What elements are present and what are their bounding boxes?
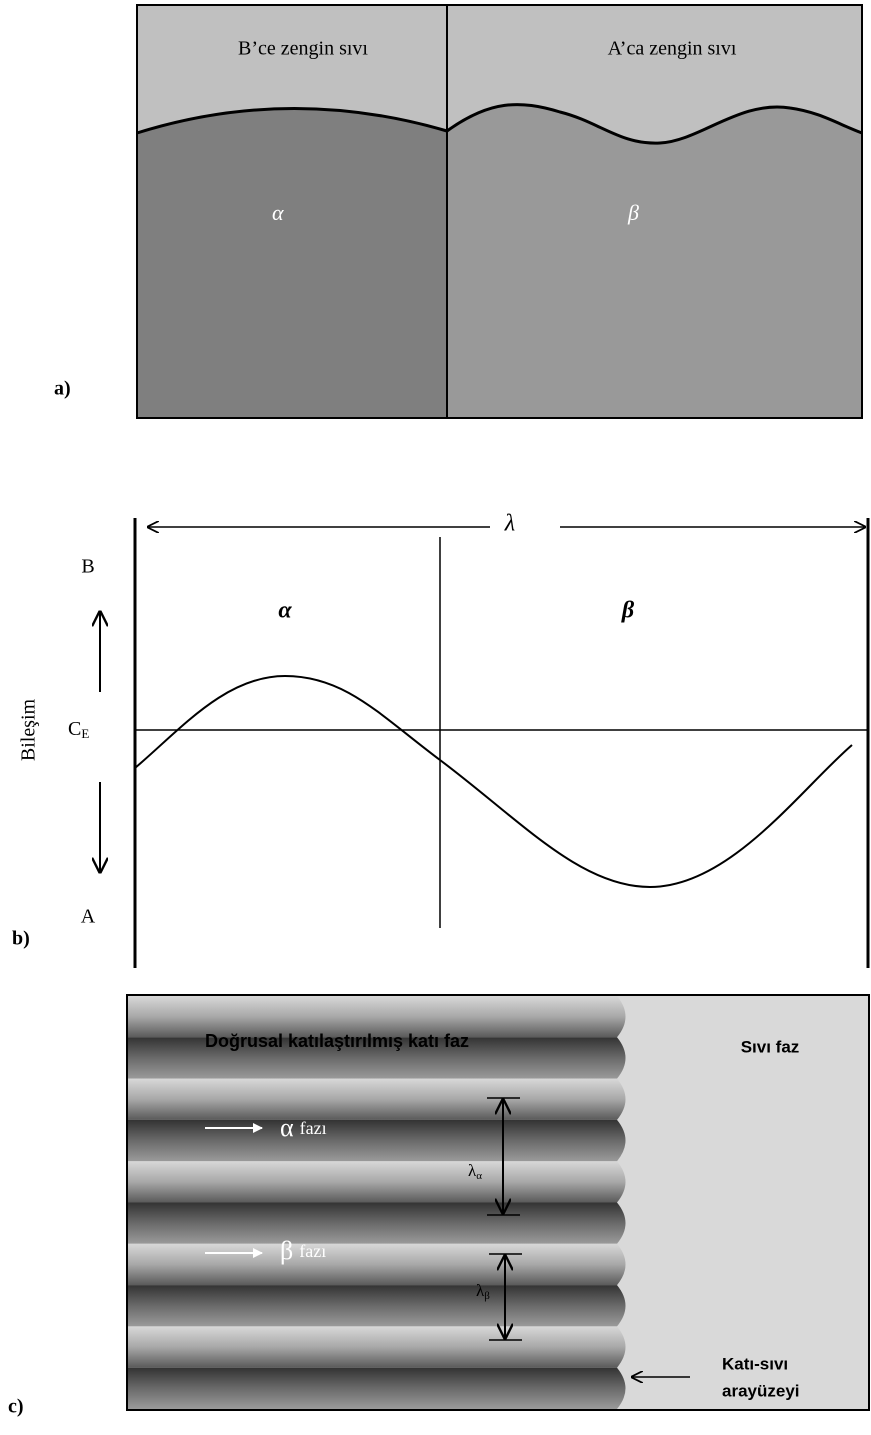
eutectic-sub: E (81, 726, 89, 741)
panel-b: λ α β B A CE Bileşim b) (12, 511, 868, 969)
spacing-sub: β (484, 1290, 490, 1302)
phase-word: fazı (299, 1241, 326, 1261)
panel-c: Doğrusal katılaştırılmış katı faz Sıvı f… (8, 995, 869, 1418)
alpha-solid (137, 108, 447, 418)
axis-end-label: A (81, 906, 96, 928)
beta-solid (447, 105, 862, 418)
spacing-sub: α (476, 1170, 482, 1182)
phase-label: α (272, 200, 284, 225)
phase-label: β (621, 598, 635, 624)
phase-label: α (278, 598, 292, 624)
panel-label: b) (12, 928, 30, 950)
liquid-label: A’ca zengin sıvı (608, 38, 737, 60)
lamella (127, 1244, 626, 1285)
liquid-label: Sıvı faz (741, 1037, 800, 1056)
phase-symbol: β (280, 1236, 293, 1265)
lamella (127, 1368, 626, 1409)
interface-label: arayüzeyi (722, 1381, 800, 1400)
eutectic-main: C (68, 718, 81, 740)
liquid-label: B’ce zengin sıvı (238, 38, 368, 60)
lamella (127, 1161, 626, 1202)
lamellae (127, 996, 626, 1409)
composition-curve (135, 676, 852, 887)
phase-label: β (627, 200, 639, 225)
solid-label: Doğrusal katılaştırılmış katı faz (205, 1031, 469, 1051)
axis-label: Bileşim (18, 698, 40, 761)
lamella (127, 1120, 626, 1161)
axis-end-label: B (81, 556, 94, 578)
lamella (127, 1203, 626, 1244)
lamella (127, 1285, 626, 1326)
panel-label: a) (54, 378, 71, 400)
lamella (127, 1079, 626, 1120)
panel-label: c) (8, 1396, 24, 1418)
eutectic-label: CE (68, 718, 89, 741)
wavelength-label: λ (504, 511, 515, 537)
figure: B’ce zengin sıvı A’ca zengin sıvı α β a)… (0, 0, 871, 1435)
interface-label: Katı-sıvı (722, 1354, 788, 1373)
lamella (127, 1326, 626, 1367)
phase-symbol: α (280, 1113, 294, 1142)
panel-a: B’ce zengin sıvı A’ca zengin sıvı α β a) (54, 5, 862, 418)
phase-word: fazı (300, 1118, 327, 1138)
